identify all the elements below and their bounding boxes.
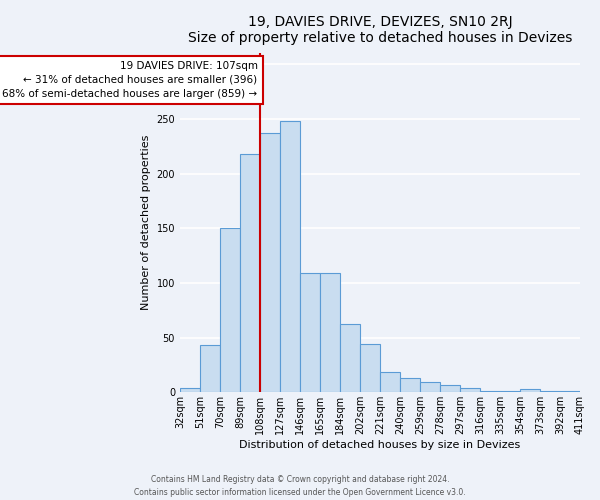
Bar [400, 378, 420, 392]
Text: Contains HM Land Registry data © Crown copyright and database right 2024.
Contai: Contains HM Land Registry data © Crown c… [134, 475, 466, 497]
Y-axis label: Number of detached properties: Number of detached properties [141, 135, 151, 310]
Bar [320, 273, 340, 392]
Bar [540, 391, 560, 392]
Bar [380, 372, 400, 392]
Bar [360, 344, 380, 393]
Bar [520, 389, 540, 392]
Bar [300, 273, 320, 392]
Title: 19, DAVIES DRIVE, DEVIZES, SN10 2RJ
Size of property relative to detached houses: 19, DAVIES DRIVE, DEVIZES, SN10 2RJ Size… [188, 15, 572, 45]
Bar [340, 324, 360, 392]
Text: 19 DAVIES DRIVE: 107sqm
← 31% of detached houses are smaller (396)
68% of semi-d: 19 DAVIES DRIVE: 107sqm ← 31% of detache… [2, 61, 257, 99]
X-axis label: Distribution of detached houses by size in Devizes: Distribution of detached houses by size … [239, 440, 521, 450]
Bar [440, 384, 460, 392]
Bar [220, 228, 240, 392]
Bar [260, 133, 280, 392]
Bar [420, 382, 440, 392]
Bar [180, 388, 200, 392]
Bar [480, 391, 500, 392]
Bar [200, 346, 220, 393]
Bar [280, 121, 300, 392]
Bar [460, 388, 480, 392]
Bar [240, 154, 260, 392]
Bar [560, 391, 580, 392]
Bar [500, 391, 520, 392]
